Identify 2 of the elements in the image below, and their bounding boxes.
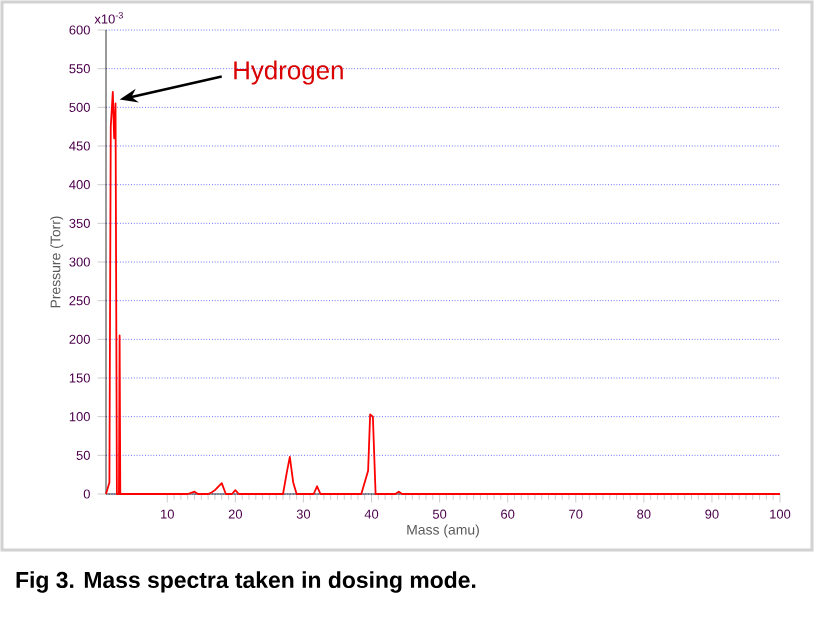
caption: Fig 3. Mass spectra taken in dosing mode. [16, 571, 476, 593]
annotation: Hydrogen [234, 60, 343, 85]
